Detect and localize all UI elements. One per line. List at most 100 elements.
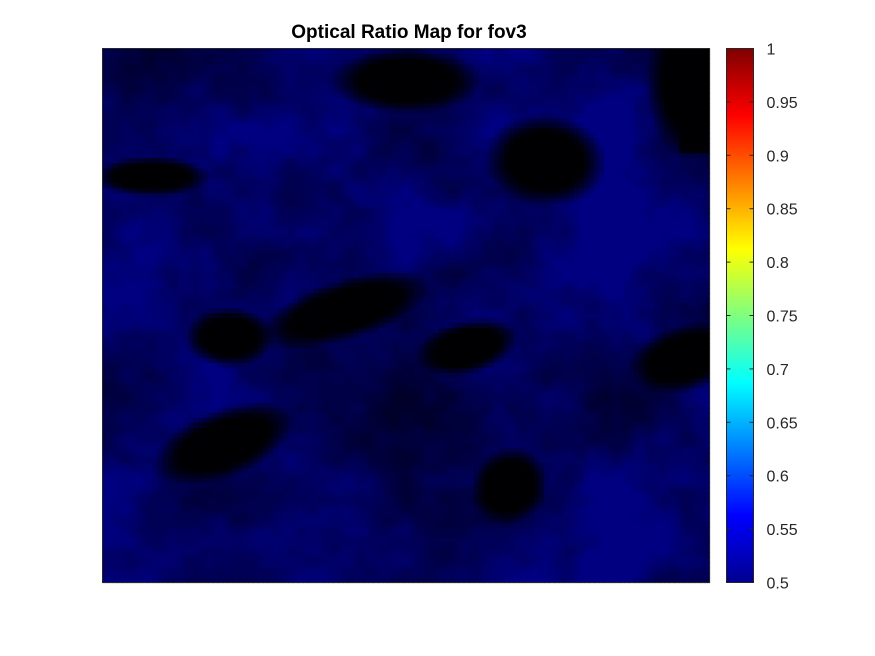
heatmap-cell [533, 103, 540, 109]
heatmap-cell [303, 83, 309, 90]
heatmap-cell [268, 128, 274, 134]
heatmap-cell [107, 113, 114, 119]
heatmap-cell [212, 218, 219, 224]
heatmap-cell [388, 193, 395, 199]
heatmap-cell [192, 93, 199, 100]
heatmap-cell [614, 48, 620, 55]
heatmap-cell [368, 73, 374, 80]
heatmap-cell [448, 223, 455, 229]
heatmap-cell [247, 173, 254, 179]
heatmap-cell [488, 158, 495, 164]
heatmap-cell [232, 223, 239, 229]
heatmap-cell [473, 248, 480, 254]
heatmap-cell [538, 163, 545, 169]
heatmap-cell [328, 228, 334, 234]
heatmap-cell [157, 153, 164, 159]
heatmap-cell [197, 133, 204, 139]
heatmap-cell [508, 98, 515, 104]
heatmap-cell [659, 83, 665, 90]
heatmap-cell [443, 163, 450, 169]
heatmap-cell [468, 148, 475, 154]
heatmap-cell [669, 118, 675, 124]
heatmap-cell [594, 98, 600, 104]
heatmap-cell [383, 108, 390, 114]
heatmap-cell [187, 168, 194, 174]
heatmap-cell [569, 113, 575, 119]
heatmap-cell [358, 168, 364, 174]
heatmap-cell [543, 88, 550, 95]
heatmap-cell [167, 248, 174, 254]
heatmap-cell [323, 78, 329, 85]
heatmap-cell [418, 218, 425, 224]
heatmap-cell [318, 123, 324, 129]
heatmap-cell [147, 213, 154, 219]
heatmap-cell [167, 208, 174, 214]
heatmap-cell [564, 123, 570, 129]
heatmap-cell [569, 218, 575, 224]
heatmap-cell [574, 118, 580, 124]
heatmap-cell [177, 163, 184, 169]
heatmap-cell [704, 68, 711, 75]
heatmap-cell [533, 78, 540, 85]
heatmap-cell [669, 153, 675, 159]
heatmap-cell [508, 188, 515, 194]
heatmap-cell [493, 103, 500, 109]
heatmap-cell [533, 248, 540, 254]
heatmap-cell [142, 133, 149, 139]
heatmap-cell [649, 118, 655, 124]
heatmap-cell [157, 238, 164, 244]
heatmap-cell [458, 188, 465, 194]
heatmap-cell [589, 143, 595, 149]
heatmap-cell [177, 188, 184, 194]
heatmap-cell [147, 98, 154, 104]
heatmap-cell [408, 103, 415, 109]
heatmap-cell [498, 103, 505, 109]
heatmap-cell [649, 173, 655, 179]
heatmap-cell [122, 108, 129, 114]
heatmap-cell [152, 248, 159, 254]
heatmap-cell [463, 213, 470, 219]
heatmap-cell [152, 193, 159, 199]
heatmap-cell [393, 98, 400, 104]
heatmap-cell [338, 153, 344, 159]
heatmap-cell [528, 48, 535, 55]
heatmap-cell [604, 73, 610, 80]
heatmap-cell [383, 218, 390, 224]
heatmap-cell [268, 183, 274, 189]
heatmap-cell [483, 133, 490, 139]
heatmap-cell [318, 53, 324, 60]
heatmap-cell [117, 233, 124, 239]
heatmap-cell [473, 243, 480, 249]
heatmap-cell [498, 153, 505, 159]
heatmap-cell [288, 138, 294, 144]
heatmap-cell [548, 133, 555, 139]
heatmap-cell [669, 73, 675, 80]
heatmap-cell [167, 113, 174, 119]
heatmap-cell [222, 163, 229, 169]
heatmap-cell [538, 93, 545, 100]
heatmap-cell [413, 238, 420, 244]
heatmap-cell [117, 73, 124, 80]
heatmap-cell [649, 78, 655, 85]
heatmap-cell [253, 128, 259, 134]
heatmap-cell [328, 128, 334, 134]
heatmap-cell [117, 178, 124, 184]
heatmap-cell [197, 223, 204, 229]
heatmap-cell [167, 153, 174, 159]
heatmap-cell [664, 63, 670, 70]
heatmap-cell [604, 68, 610, 75]
heatmap-cell [242, 128, 249, 134]
heatmap-cell [694, 203, 701, 209]
heatmap-cell [664, 163, 670, 169]
heatmap-cell [433, 168, 440, 174]
heatmap-cell [428, 153, 435, 159]
heatmap-cell [328, 58, 334, 65]
heatmap-cell [438, 198, 445, 204]
heatmap-cell [694, 238, 701, 244]
heatmap-cell [232, 158, 239, 164]
heatmap-cell [283, 98, 289, 104]
heatmap-cell [187, 213, 194, 219]
heatmap-cell [162, 58, 169, 65]
heatmap-cell [453, 63, 460, 70]
heatmap-cell [102, 228, 109, 234]
